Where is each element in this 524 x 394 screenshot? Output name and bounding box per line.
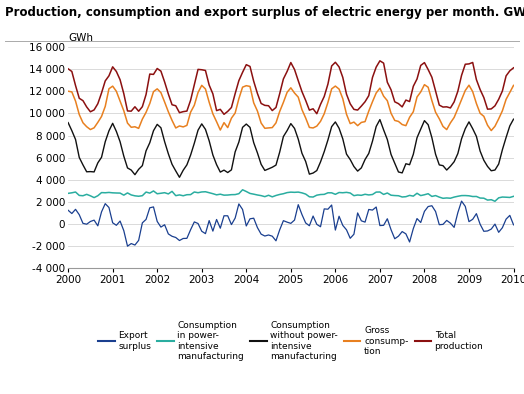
Text: GWh: GWh: [68, 33, 93, 43]
Legend: Export
surplus, Consumption
in power-
intensive
manufacturing, Consumption
witho: Export surplus, Consumption in power- in…: [99, 321, 483, 361]
Text: Production, consumption and export surplus of electric energy per month. GWh: Production, consumption and export surpl…: [5, 6, 524, 19]
